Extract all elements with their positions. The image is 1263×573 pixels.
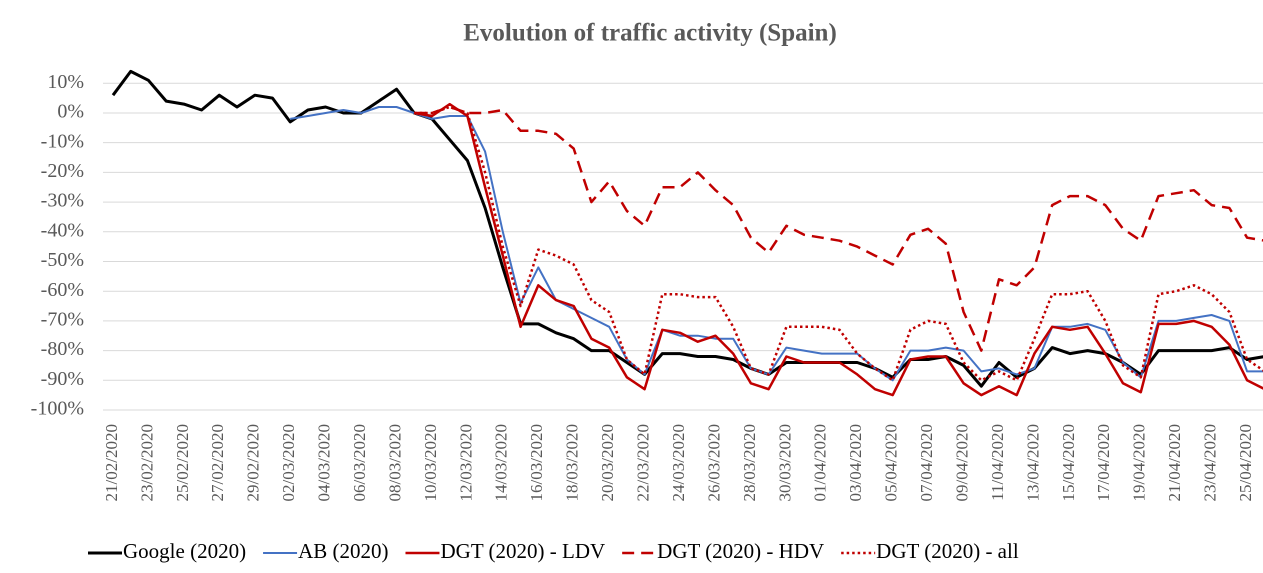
x-tick-label: 01/04/2020 [811, 424, 830, 501]
x-tick-label: 22/03/2020 [634, 424, 653, 501]
x-tick-label: 21/04/2020 [1165, 424, 1184, 501]
x-tick-label: 16/03/2020 [527, 424, 546, 501]
legend-label: AB (2020) [298, 539, 388, 563]
y-tick-label: -80% [41, 338, 84, 360]
legend-label: DGT (2020) - LDV [440, 539, 605, 563]
y-tick-label: -50% [41, 249, 84, 271]
series-line [111, 69, 1263, 388]
y-tick-label: -20% [41, 160, 84, 182]
x-tick-label: 21/02/2020 [102, 424, 121, 501]
x-tick-label: 24/03/2020 [669, 424, 688, 501]
y-tick-label: -90% [41, 368, 84, 390]
x-tick-label: 02/03/2020 [279, 424, 298, 501]
series-line [414, 105, 1263, 352]
y-tick-label: 10% [47, 71, 84, 93]
x-tick-label: 17/04/2020 [1094, 424, 1113, 501]
x-tick-label: 30/03/2020 [775, 424, 794, 501]
y-tick-label: -60% [41, 279, 84, 301]
x-tick-label: 23/04/2020 [1201, 424, 1220, 501]
y-tick-label: -10% [41, 130, 84, 152]
x-tick-label: 23/02/2020 [137, 424, 156, 501]
y-tick-label: -100% [31, 398, 84, 420]
x-tick-label: 29/02/2020 [244, 424, 263, 501]
series-line [290, 106, 1263, 382]
x-tick-label: 25/02/2020 [173, 424, 192, 501]
series-line [414, 105, 1263, 382]
x-tick-label: 03/04/2020 [846, 424, 865, 501]
y-tick-label: -40% [41, 219, 84, 241]
legend-label: Google (2020) [123, 539, 246, 563]
x-tick-label: 07/04/2020 [917, 424, 936, 501]
legend-label: DGT (2020) - all [876, 539, 1019, 563]
x-tick-label: 19/04/2020 [1130, 424, 1149, 501]
x-tick-label: 08/03/2020 [385, 424, 404, 501]
x-tick-label: 06/03/2020 [350, 424, 369, 501]
x-tick-label: 28/03/2020 [740, 424, 759, 501]
x-tick-label: 11/04/2020 [988, 424, 1007, 501]
x-tick-label: 10/03/2020 [421, 424, 440, 501]
x-tick-label: 13/04/2020 [1023, 424, 1042, 501]
x-tick-label: 20/03/2020 [598, 424, 617, 501]
x-tick-label: 18/03/2020 [563, 424, 582, 501]
legend-label: DGT (2020) - HDV [657, 539, 824, 563]
y-tick-label: -30% [41, 190, 84, 212]
y-tick-label: -70% [41, 308, 84, 330]
x-tick-label: 14/03/2020 [492, 424, 511, 501]
x-tick-label: 04/03/2020 [315, 424, 334, 501]
x-tick-label: 05/04/2020 [882, 424, 901, 501]
x-tick-label: 15/04/2020 [1059, 424, 1078, 501]
series-line [413, 102, 1263, 397]
x-tick-label: 26/03/2020 [704, 424, 723, 501]
x-tick-label: 12/03/2020 [456, 424, 475, 501]
chart-title: Evolution of traffic activity (Spain) [463, 20, 837, 47]
x-tick-label: 27/02/2020 [208, 424, 227, 501]
x-tick-label: 25/04/2020 [1236, 424, 1255, 501]
x-tick-label: 09/04/2020 [952, 424, 971, 501]
y-tick-label: 0% [57, 101, 84, 123]
